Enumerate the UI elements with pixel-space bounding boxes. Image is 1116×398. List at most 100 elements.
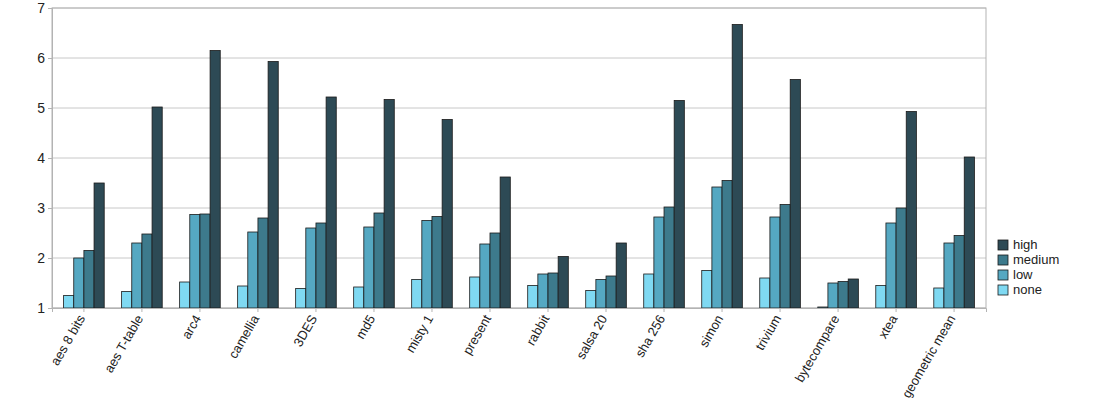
legend-swatch	[998, 240, 1008, 250]
bar	[596, 280, 606, 309]
x-tick-mark	[199, 308, 200, 312]
bar	[326, 97, 336, 308]
bar	[268, 62, 278, 309]
bar	[702, 271, 712, 309]
x-tick: trivium	[752, 308, 784, 353]
bar	[84, 251, 94, 309]
x-tick-label: present	[460, 312, 495, 357]
bar	[480, 244, 490, 308]
bar	[132, 243, 142, 308]
x-tick: md5	[353, 308, 379, 342]
x-tick-label: misty 1	[403, 312, 437, 355]
bar	[364, 227, 374, 308]
y-tick-label: 5	[37, 100, 45, 116]
legend-label: none	[1013, 282, 1042, 297]
x-tick-label: aes 8 bits	[47, 312, 88, 368]
grid-line	[52, 158, 986, 159]
legend-swatch	[998, 270, 1008, 280]
x-tick: salsa 20	[573, 308, 610, 362]
x-tick-mark	[315, 308, 316, 312]
chart: 1234567aes 8 bitsaes T-tablearc4camellia…	[0, 0, 1116, 398]
bar	[548, 273, 558, 308]
bar	[944, 243, 954, 308]
y-tick-mark	[48, 158, 52, 159]
grid-line	[52, 58, 986, 59]
y-tick-mark	[48, 208, 52, 209]
x-tick-mark	[373, 308, 374, 312]
legend-label: medium	[1013, 252, 1059, 267]
y-tick-label: 1	[37, 300, 45, 316]
bar	[432, 217, 442, 309]
bar	[848, 279, 858, 308]
x-axis: aes 8 bitsaes T-tablearc4camellia3DESmd5…	[47, 308, 986, 398]
x-tick-mark	[954, 308, 955, 312]
y-tick-mark	[48, 108, 52, 109]
bar	[790, 80, 800, 309]
grid-line	[52, 108, 986, 109]
bar	[616, 243, 626, 308]
legend-label: high	[1013, 237, 1038, 252]
x-tick-label: trivium	[752, 312, 784, 353]
bar	[422, 221, 432, 309]
plot: 1234567aes 8 bitsaes T-tablearc4camellia…	[37, 0, 986, 398]
bar	[644, 274, 654, 308]
y-tick-label: 3	[37, 200, 45, 216]
bar	[238, 286, 248, 308]
bar	[412, 280, 422, 309]
bar	[442, 120, 452, 309]
bar	[934, 288, 944, 308]
x-tick: geometric mean	[899, 308, 959, 398]
bar	[210, 51, 220, 309]
x-tick-mark	[606, 308, 607, 312]
y-tick-label: 4	[37, 150, 45, 166]
x-tick: camellia	[225, 308, 262, 361]
bar	[296, 289, 306, 309]
x-tick-mark	[431, 308, 432, 312]
bar	[896, 208, 906, 308]
bars	[64, 25, 975, 309]
bar	[674, 101, 684, 309]
bar	[190, 215, 200, 309]
y-tick-label: 2	[37, 250, 45, 266]
x-tick: sha 256	[632, 308, 668, 360]
bar	[500, 177, 510, 308]
bar	[142, 234, 152, 308]
y-tick-mark	[48, 258, 52, 259]
x-tick-mark	[664, 308, 665, 312]
x-tick-label: salsa 20	[573, 312, 610, 361]
y-tick-mark	[48, 8, 52, 9]
bar	[152, 107, 162, 308]
bar	[732, 25, 742, 309]
y-tick: 1	[37, 300, 52, 316]
x-tick: misty 1	[403, 308, 437, 355]
legend-swatch	[998, 285, 1008, 295]
bar	[906, 112, 916, 309]
x-tick-mark	[257, 308, 258, 312]
x-tick: simon	[696, 308, 726, 350]
bar	[954, 236, 964, 309]
x-tick-mark	[489, 308, 490, 312]
bar	[306, 228, 316, 308]
x-tick: xtea	[875, 308, 901, 341]
legend-item: medium	[998, 252, 1059, 267]
y-axis: 1234567	[37, 0, 52, 316]
grid	[52, 8, 986, 308]
bar	[760, 278, 770, 308]
bar	[490, 233, 500, 308]
bar	[200, 214, 210, 308]
x-tick-label: 3DES	[290, 312, 320, 349]
x-tick-label: xtea	[875, 312, 901, 341]
bar	[722, 181, 732, 309]
bar	[248, 232, 258, 308]
bar	[818, 307, 828, 308]
y-tick-mark	[48, 308, 52, 309]
bar	[770, 217, 780, 308]
bar	[586, 291, 596, 309]
legend-item: high	[998, 237, 1038, 252]
bar	[712, 187, 722, 308]
x-tick-mark	[896, 308, 897, 312]
x-tick: bytecompare	[792, 308, 843, 385]
bar	[384, 100, 394, 309]
x-tick: aes 8 bits	[47, 308, 88, 368]
bar	[964, 157, 974, 308]
